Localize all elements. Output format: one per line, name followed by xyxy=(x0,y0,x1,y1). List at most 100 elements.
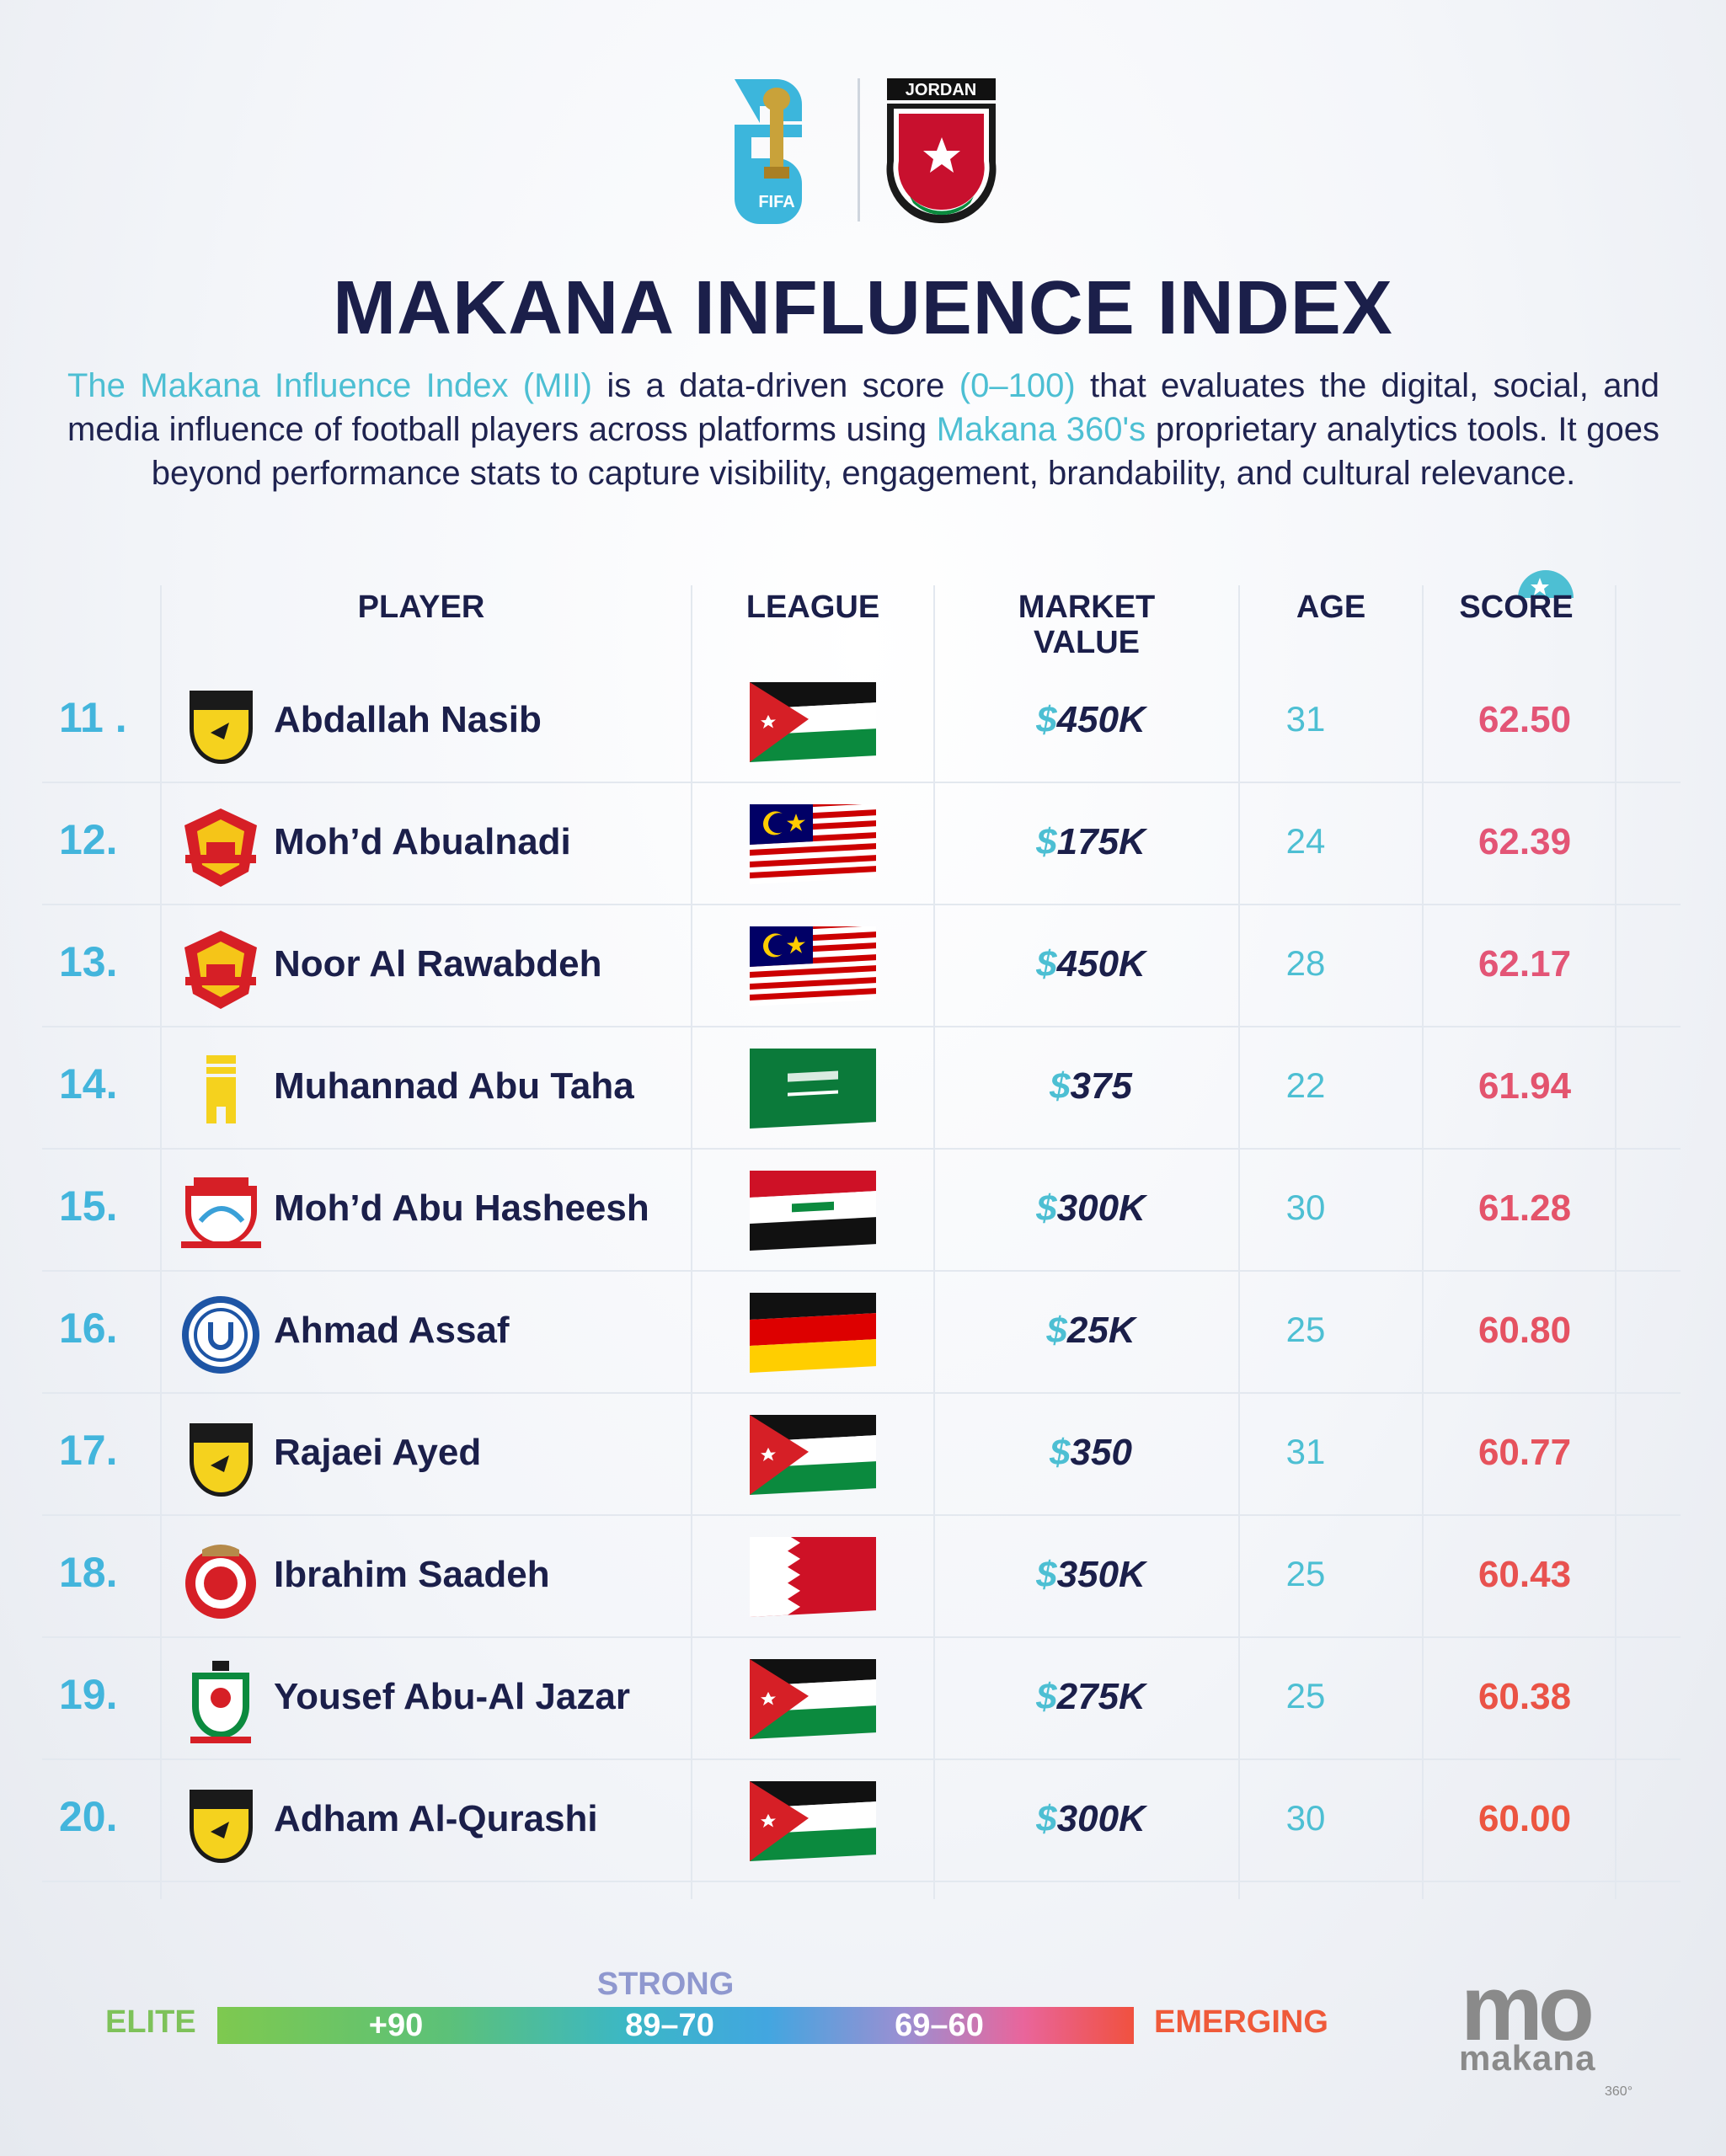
table-row: 16. Ahmad Assaf $25K 25 60.80 xyxy=(42,1272,1681,1394)
currency-symbol: $ xyxy=(1036,821,1057,862)
rank-number: 18. xyxy=(59,1549,118,1596)
currency-symbol: $ xyxy=(1050,1432,1071,1473)
desc-part-3: (0–100) xyxy=(959,367,1076,404)
table-row: 13. Noor Al Rawabdeh $450K 28 62.17 xyxy=(42,905,1681,1027)
col-header-market-line2: VALUE xyxy=(1034,625,1140,660)
player-age: 31 xyxy=(1285,1432,1326,1471)
club-crest-icon xyxy=(190,691,253,765)
table-row: 12. Moh’d Abualnadi $175K 24 62.39 xyxy=(42,783,1681,905)
player-age: 28 xyxy=(1285,943,1326,983)
league-flag-icon xyxy=(750,1049,876,1129)
player-age: 30 xyxy=(1285,1187,1326,1227)
currency-symbol: $ xyxy=(1036,1676,1057,1717)
makana-logo-mark-text: mo xyxy=(1461,1962,1591,2060)
player-age: 25 xyxy=(1285,1676,1326,1716)
makana-wordmark: makana xyxy=(1459,2038,1596,2078)
table-row: 15. Moh’d Abu Hasheesh $300K 30 61.28 xyxy=(42,1150,1681,1272)
club-crest-icon xyxy=(182,1296,259,1374)
market-value: $300K xyxy=(960,1798,1221,1840)
currency-symbol: $ xyxy=(1036,1554,1057,1595)
influence-score: 60.80 xyxy=(1478,1310,1572,1351)
col-header-league: LEAGUE xyxy=(745,590,880,625)
col-header-player: PLAYER xyxy=(357,590,485,625)
market-value: $25K xyxy=(960,1310,1221,1352)
influence-score: 62.50 xyxy=(1478,699,1572,740)
jordan-badge: JORDAN xyxy=(886,78,997,223)
grid-line xyxy=(1422,585,1424,1899)
club-crest-icon xyxy=(190,1790,253,1864)
table-row: 17. Rajaei Ayed $350 31 60.77 xyxy=(42,1394,1681,1516)
legend-segment-90: +90 xyxy=(368,2008,424,2043)
league-flag-icon xyxy=(750,1537,876,1617)
player-age: 22 xyxy=(1285,1065,1326,1105)
influence-score: 60.77 xyxy=(1478,1432,1572,1473)
league-flag-icon xyxy=(750,926,876,1006)
desc-part-2: is a data-driven score xyxy=(591,367,959,404)
table-row: 19. Yousef Abu-Al Jazar $275K 25 60.38 xyxy=(42,1638,1681,1760)
legend-gradient-bar xyxy=(217,2007,1134,2044)
currency-symbol: $ xyxy=(1046,1310,1067,1351)
market-value: $275K xyxy=(960,1676,1221,1718)
player-name: Moh’d Abualnadi xyxy=(274,821,571,862)
player-age: 31 xyxy=(1285,699,1326,739)
legend-elite-label: ELITE xyxy=(105,2004,196,2040)
influence-score: 62.39 xyxy=(1478,821,1572,862)
player-name: Yousef Abu-Al Jazar xyxy=(274,1676,630,1717)
club-crest-icon xyxy=(185,1545,256,1619)
league-flag-icon xyxy=(750,804,876,884)
legend-emerging-label: EMERGING xyxy=(1154,2004,1328,2040)
player-name: Ahmad Assaf xyxy=(274,1310,510,1351)
influence-score: 62.17 xyxy=(1478,943,1572,985)
league-flag-icon xyxy=(750,1659,876,1739)
desc-part-4: that evaluates the digital, social, and … xyxy=(67,367,1659,448)
market-value-amount: 450K xyxy=(1056,699,1146,740)
player-age: 25 xyxy=(1285,1310,1326,1349)
col-header-score: SCORE xyxy=(1459,590,1574,625)
logo-divider xyxy=(858,78,860,221)
club-crest-icon xyxy=(206,1055,236,1123)
currency-symbol: $ xyxy=(1050,1065,1071,1107)
market-value: $350 xyxy=(960,1432,1221,1474)
table-row: 20. Adham Al-Qurashi $300K 30 60.00 xyxy=(42,1760,1681,1882)
market-value-amount: 450K xyxy=(1056,943,1146,985)
rank-number: 11 . xyxy=(59,694,127,741)
market-value-amount: 300K xyxy=(1056,1187,1146,1229)
player-name: Rajaei Ayed xyxy=(274,1432,482,1473)
rank-number: 13. xyxy=(59,938,118,985)
club-crest-icon xyxy=(190,1423,253,1497)
market-value: $450K xyxy=(960,699,1221,741)
league-flag-icon xyxy=(750,1171,876,1251)
rank-number: 14. xyxy=(59,1060,118,1107)
rank-number: 17. xyxy=(59,1427,118,1474)
league-flag-icon xyxy=(750,682,876,762)
market-value-amount: 175K xyxy=(1056,821,1146,862)
makana-logo-mark: mo xyxy=(1461,1962,1596,2060)
player-name: Adham Al-Qurashi xyxy=(274,1798,598,1839)
currency-symbol: $ xyxy=(1036,943,1057,985)
club-crest-icon xyxy=(184,808,257,887)
market-value-amount: 25K xyxy=(1066,1310,1136,1351)
desc-part-1: The Makana Influence Index (MII) xyxy=(67,367,592,404)
club-crest-icon xyxy=(184,931,257,1009)
rank-number: 12. xyxy=(59,816,118,863)
legend-segment-70: 89–70 xyxy=(625,2008,714,2043)
player-name: Ibrahim Saadeh xyxy=(274,1554,550,1595)
currency-symbol: $ xyxy=(1036,699,1057,740)
ranking-table-grid xyxy=(46,585,1681,1899)
market-value: $175K xyxy=(960,821,1221,863)
influence-score: 60.00 xyxy=(1478,1798,1572,1839)
influence-score: 61.94 xyxy=(1478,1065,1572,1107)
header-logos: FIFA JORDAN xyxy=(0,74,1726,230)
market-value-amount: 275K xyxy=(1056,1676,1146,1717)
table-row: 11 . Abdallah Nasib $450K 31 62.50 xyxy=(42,661,1681,783)
table-row: 14. Muhannad Abu Taha $375 22 61.94 xyxy=(42,1027,1681,1150)
table-row: 18. Ibrahim Saadeh $350K 25 60.43 xyxy=(42,1516,1681,1638)
world-cup-26-logo: FIFA xyxy=(735,79,802,224)
market-value: $350K xyxy=(960,1554,1221,1596)
page-title: MAKANA INFLUENCE INDEX xyxy=(333,266,1393,350)
legend-strong-label: STRONG xyxy=(596,1967,735,2002)
influence-score: 61.28 xyxy=(1478,1187,1572,1229)
league-flag-icon xyxy=(750,1781,876,1861)
grid-line xyxy=(1615,585,1616,1899)
col-header-market-value: MARKET VALUE xyxy=(960,590,1213,660)
